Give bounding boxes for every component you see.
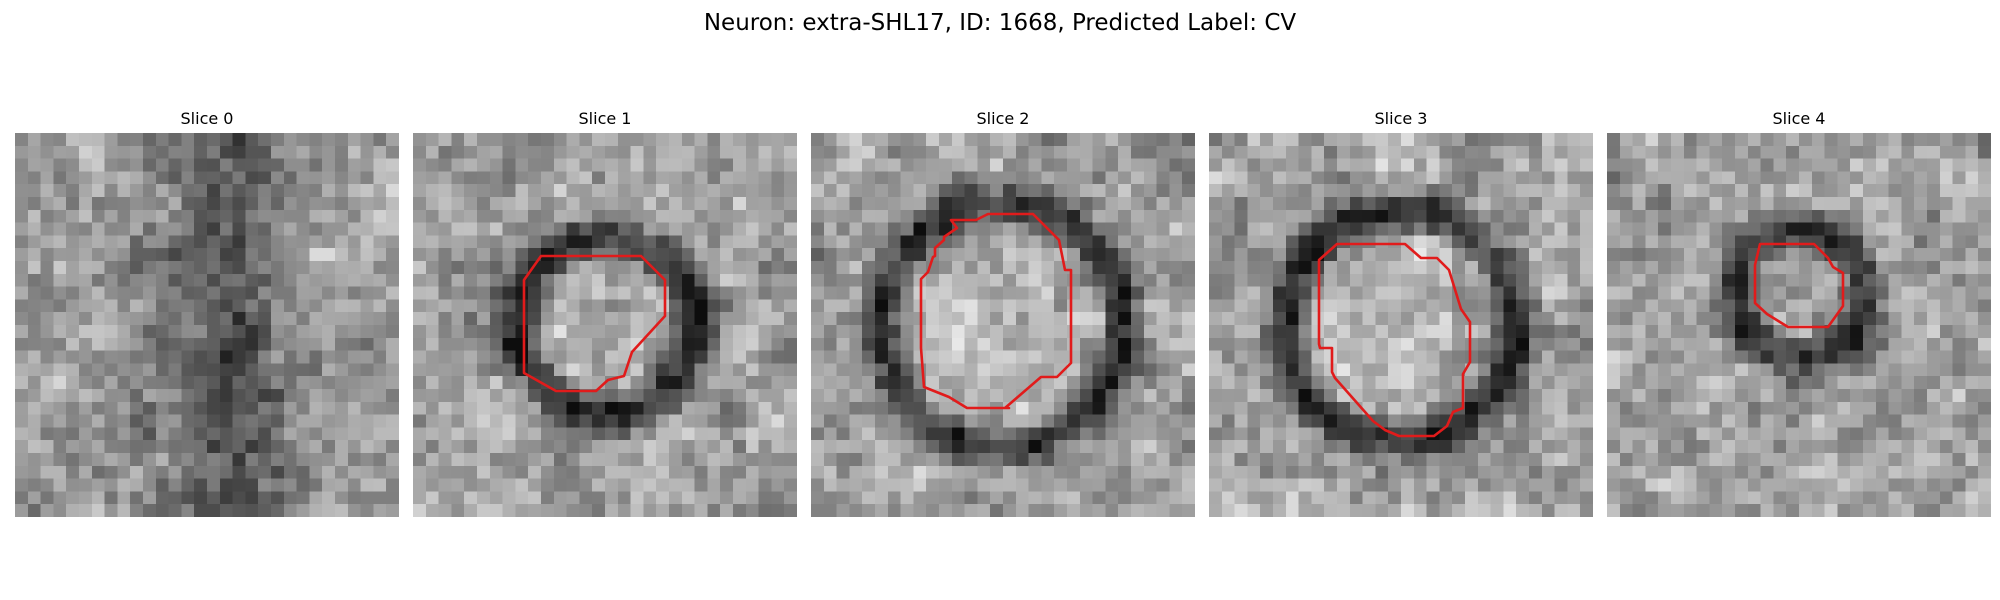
slice-3-panel	[1209, 133, 1593, 517]
slice-3-contour	[1317, 242, 1472, 438]
figure-title: Neuron: extra-SHL17, ID: 1668, Predicted…	[703, 10, 1297, 36]
slice-1-contour	[522, 254, 667, 393]
slice-3-image	[1209, 133, 1593, 517]
slice-2-image	[811, 133, 1195, 517]
slice-1-panel	[413, 133, 797, 517]
slice-2-panel	[811, 133, 1195, 517]
slice-1-title: Slice 1	[578, 109, 632, 128]
slice-0-image	[15, 133, 399, 517]
slice-4-contour	[1753, 242, 1845, 329]
slice-0-title: Slice 0	[180, 109, 234, 128]
slice-2-contour	[919, 212, 1073, 410]
slice-2-title: Slice 2	[976, 109, 1030, 128]
slice-0-panel	[15, 133, 399, 517]
slice-4-title: Slice 4	[1772, 109, 1826, 128]
slice-4-panel	[1607, 133, 1991, 517]
slice-3-title: Slice 3	[1374, 109, 1428, 128]
slice-4-image	[1607, 133, 1991, 517]
slice-1-image	[413, 133, 797, 517]
